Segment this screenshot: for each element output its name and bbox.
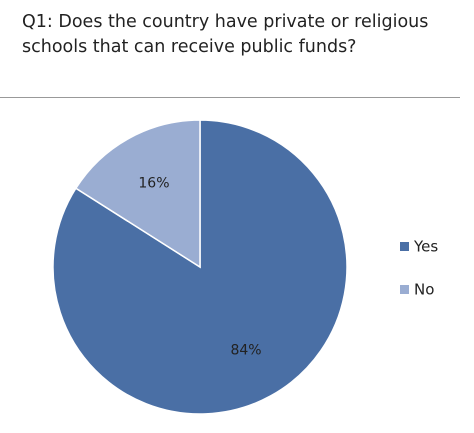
pie-slice (74, 119, 201, 269)
legend-swatch (400, 242, 409, 251)
legend-swatch (400, 285, 409, 294)
data-label: 84% (230, 343, 261, 359)
chart-title: Q1: Does the country have private or rel… (22, 12, 429, 57)
separator (0, 97, 460, 98)
data-label: 16% (138, 175, 169, 191)
legend-label: Yes (413, 238, 438, 256)
legend-label: No (414, 281, 434, 299)
